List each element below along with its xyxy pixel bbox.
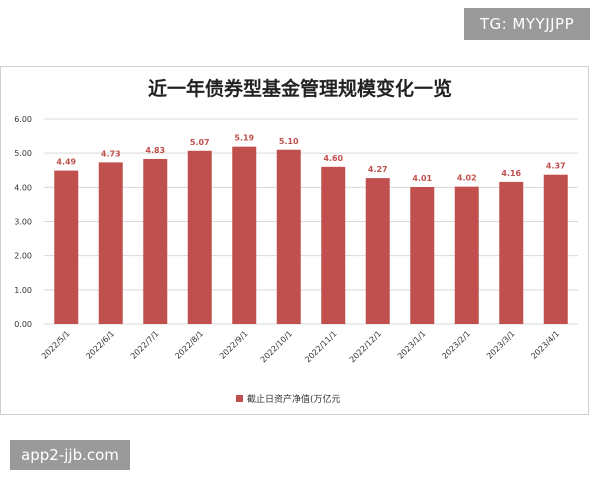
y-tick-label: 6.00 [14,115,32,124]
chart-title: 近一年债券型基金管理规模变化一览 [147,78,452,100]
x-tick-label: 2022/11/1 [303,329,338,364]
data-label: 4.83 [145,146,165,155]
bar [232,146,257,324]
bar [98,162,123,324]
bar [365,178,390,324]
y-tick-label: 3.00 [14,218,32,227]
y-tick-label: 5.00 [14,149,32,158]
y-tick-label: 1.00 [14,286,32,295]
y-tick-label: 0.00 [14,320,32,329]
data-label: 4.01 [412,174,432,183]
x-tick-label: 2023/3/1 [485,329,517,361]
bar [54,170,79,324]
x-tick-label: 2023/2/1 [440,329,472,361]
data-label: 5.10 [279,137,299,146]
data-label: 5.19 [234,134,254,143]
legend: 截止日资产净值(万亿元 [236,391,341,405]
x-tick-label: 2022/6/1 [84,329,116,361]
bar [321,166,346,324]
data-label: 4.73 [101,149,121,158]
bar [187,150,212,324]
bar [454,186,479,324]
watermark-top: TG: MYYJJPP [464,8,590,40]
data-label: 4.02 [457,174,477,183]
x-tick-label: 2022/7/1 [129,329,161,361]
bar [143,158,168,324]
data-label: 4.49 [56,158,76,167]
legend-label: 截止日资产净值(万亿元 [247,394,341,405]
x-tick-label: 2022/10/1 [259,329,294,364]
x-tick-label: 2022/12/1 [348,329,383,364]
bar [499,181,524,324]
y-tick-label: 2.00 [14,252,32,261]
x-tick-label: 2023/1/1 [396,329,428,361]
y-tick-label: 4.00 [14,183,32,192]
x-tick-label: 2022/9/1 [218,329,250,361]
data-label: 4.37 [546,162,566,171]
x-tick-label: 2023/4/1 [529,329,561,361]
data-label: 4.60 [323,154,343,163]
x-tick-label: 2022/5/1 [40,329,72,361]
bar [543,174,568,324]
watermark-bottom: app2-jjb.com [10,440,130,470]
bar [276,149,301,324]
bar [410,186,435,324]
data-label: 4.27 [368,165,388,174]
x-tick-label: 2022/8/1 [173,329,205,361]
legend-swatch [236,394,243,402]
data-label: 4.16 [501,169,521,178]
data-label: 5.07 [190,138,210,147]
